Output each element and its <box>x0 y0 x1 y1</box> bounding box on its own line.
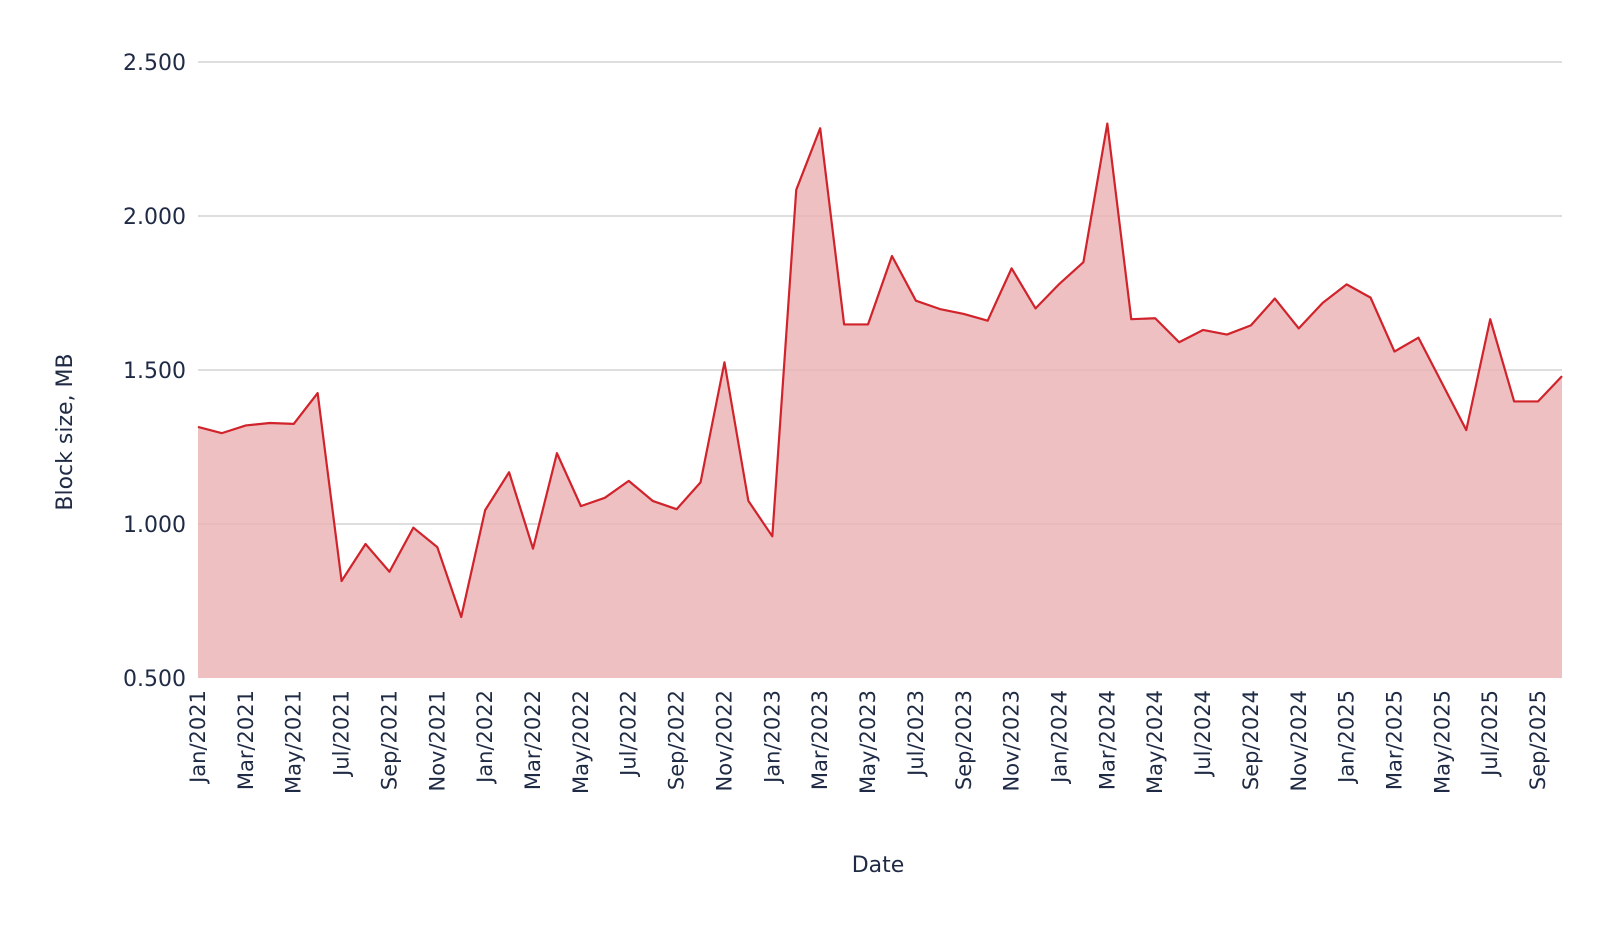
x-tick-label: Jul/2021 <box>330 690 354 778</box>
x-axis-ticks: Jan/2021 Mar/2021 May/2021 Jul/2021 Sep/2021… <box>186 690 1550 794</box>
x-tick-label: Sep/2025 <box>1526 690 1550 790</box>
x-tick-label: Nov/2023 <box>1000 690 1024 792</box>
x-tick-label: Jan/2022 <box>473 690 497 785</box>
x-tick-label: Jul/2023 <box>904 690 928 778</box>
x-tick-label: Mar/2022 <box>521 690 545 790</box>
x-tick-label: May/2023 <box>856 690 880 794</box>
y-tick-label: 2.000 <box>123 205 186 230</box>
x-axis-title: Date <box>852 853 905 878</box>
series-area <box>198 62 1562 678</box>
x-tick-label: Nov/2021 <box>425 690 449 792</box>
x-tick-label: Sep/2022 <box>665 690 689 790</box>
x-tick-label: Sep/2021 <box>377 690 401 790</box>
y-tick-label: 0.500 <box>123 667 186 692</box>
x-tick-label: Jan/2021 <box>186 690 210 785</box>
x-tick-label: Nov/2022 <box>712 690 736 792</box>
x-tick-label: Mar/2024 <box>1095 690 1119 790</box>
y-tick-label: 1.000 <box>123 513 186 538</box>
x-tick-label: May/2022 <box>569 690 593 794</box>
x-tick-label: Sep/2023 <box>952 690 976 790</box>
y-axis-title: Block size, MB <box>53 353 78 510</box>
x-tick-label: May/2021 <box>282 690 306 794</box>
x-tick-label: Jul/2024 <box>1191 690 1215 778</box>
x-tick-label: May/2024 <box>1143 690 1167 794</box>
x-tick-label: Sep/2024 <box>1239 690 1263 790</box>
y-tick-label: 2.500 <box>123 51 186 76</box>
x-tick-label: Nov/2024 <box>1287 690 1311 792</box>
x-tick-label: Jul/2022 <box>617 690 641 778</box>
area-fill <box>198 124 1562 678</box>
y-tick-label: 1.500 <box>123 359 186 384</box>
y-axis-ticks: 0.500 1.000 1.500 2.000 2.500 <box>123 51 186 692</box>
x-tick-label: Jul/2025 <box>1478 690 1502 778</box>
x-tick-label: May/2025 <box>1430 690 1454 794</box>
x-tick-label: Jan/2023 <box>760 690 784 785</box>
x-tick-label: Mar/2025 <box>1382 690 1406 790</box>
x-tick-label: Mar/2021 <box>234 690 258 790</box>
x-tick-label: Jan/2024 <box>1047 690 1071 785</box>
x-tick-label: Jan/2025 <box>1335 690 1359 785</box>
x-tick-label: Mar/2023 <box>808 690 832 790</box>
